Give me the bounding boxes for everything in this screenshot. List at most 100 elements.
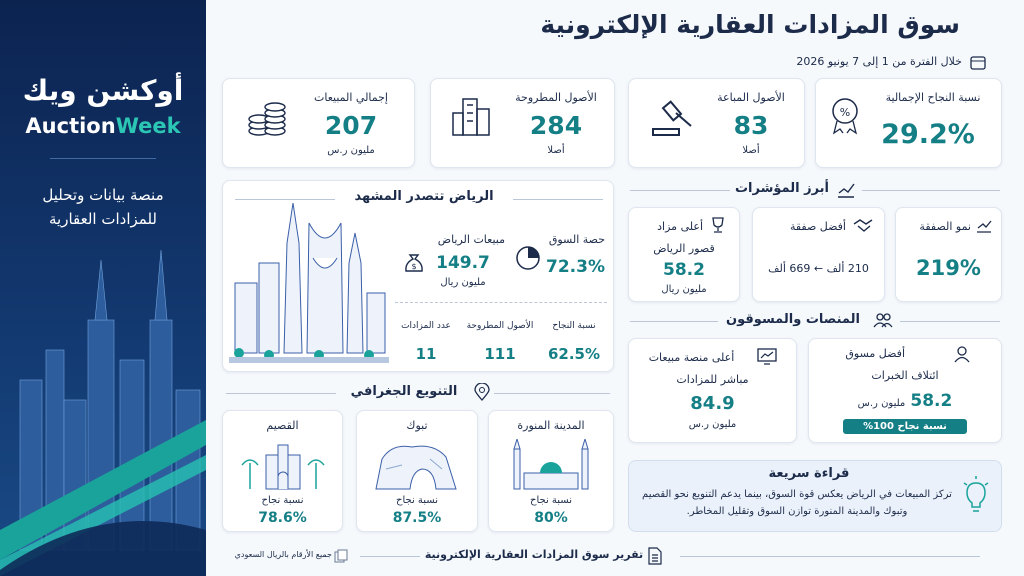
kpi-card: إجمالي المبيعات 207 مليون ر.س <box>222 78 415 168</box>
region-name: القصيم <box>266 419 299 432</box>
footer-note: جميع الأرقام بالريال السعودي <box>234 550 332 559</box>
region-label: نسبة نجاح <box>529 495 572 506</box>
stat-value: 11 <box>415 345 437 363</box>
rule <box>360 556 420 557</box>
building-icon <box>452 98 490 136</box>
card-value: 210 ألف ← 669 ألف <box>768 262 869 275</box>
quick-read-title: قراءة سريعة <box>768 466 850 481</box>
card-label: أفضل صفقة <box>789 220 846 233</box>
platform-card: أعلى منصة مبيعات مباشر للمزادات 84.9 ملي… <box>628 338 797 443</box>
footer-report: تقرير سوق المزادات العقارية الإلكترونية <box>424 548 644 561</box>
growth-icon <box>977 220 992 233</box>
chart-icon <box>838 183 855 198</box>
kpi-label: إجمالي المبيعات <box>313 91 388 104</box>
rule <box>630 190 730 191</box>
gavel-icon <box>652 100 692 136</box>
logo-english: AuctionWeek <box>0 114 206 138</box>
region-illustration <box>513 439 589 490</box>
kpi-card: الأصول المطروحة 284 أصلا <box>430 78 615 168</box>
card-label: أعلى منصة مبيعات <box>648 351 735 364</box>
divider <box>50 158 156 159</box>
card-unit: مليون ر.س <box>688 419 737 430</box>
region-card: تبوك نسبة نجاح 87.5% <box>356 410 478 532</box>
rule <box>235 199 335 200</box>
stack-icon <box>334 549 348 563</box>
card-label: أفضل مسوق <box>845 347 905 360</box>
card-unit: مليون ر.س <box>857 398 906 409</box>
pin-icon <box>474 383 490 401</box>
title: سوق المزادات العقارية الإلكترونية <box>540 10 960 39</box>
kpi-unit: أصلا <box>742 145 760 156</box>
stat-label: الأصول المطروحة <box>466 321 534 331</box>
kpi-value: 83 <box>733 111 769 140</box>
kpi-value: 207 <box>324 111 378 140</box>
value-line: 58.2 مليون ر.س <box>809 391 1001 411</box>
kpi-label: الأصول المباعة <box>717 91 785 104</box>
stat-label: حصة السوق <box>548 233 605 246</box>
region-name: المدينة المنورة <box>517 419 585 432</box>
rule <box>900 321 1000 322</box>
kpi-card: الأصول المباعة 83 أصلا <box>628 78 805 168</box>
indicator-card: أعلى مزاد قصور الرياض 58.2 مليون ريال <box>628 207 740 302</box>
stat-unit: مليون ريال <box>440 277 486 288</box>
card-value: 84.9 <box>690 393 735 414</box>
card-value: 219% <box>916 256 981 280</box>
stat-label: نسبة النجاح <box>552 321 596 331</box>
rule <box>226 393 336 394</box>
logo-arabic: أوكشن ويك <box>22 74 184 107</box>
rule <box>630 321 718 322</box>
card-value: 58.2 <box>910 391 953 411</box>
stat-label: عدد المزادات <box>401 321 451 331</box>
pie-icon <box>516 246 540 270</box>
card-unit: مليون ريال <box>661 284 707 295</box>
kpi-label: نسبة النجاح الإجمالية <box>885 91 981 104</box>
logo-word: Auction <box>25 114 116 138</box>
region-name: تبوك <box>406 419 428 432</box>
region-label: نسبة نجاح <box>395 495 438 506</box>
card-name: مباشر للمزادات <box>676 373 749 386</box>
bulb-icon <box>963 476 989 512</box>
rule <box>862 190 1000 191</box>
kpi-unit: أصلا <box>547 145 565 156</box>
stat-value: 111 <box>484 345 516 363</box>
user-icon <box>954 346 970 363</box>
quick-read-text: تركز المبيعات في الرياض يعكس قوة السوق، … <box>642 489 952 517</box>
stat-value: 72.3% <box>546 257 605 277</box>
region-card: المدينة المنورة نسبة نجاح 80% <box>488 410 614 532</box>
period: خلال الفترة من 1 إلى 7 يونيو 2026 <box>796 55 962 68</box>
region-card: القصيم نسبة نجاح 78.6% <box>222 410 343 532</box>
region-illustration <box>375 445 457 490</box>
platform-card: أفضل مسوق ائتلاف الخبرات 58.2 مليون ر.س … <box>808 338 1002 443</box>
svg-text:$: $ <box>411 262 416 271</box>
rule <box>494 393 610 394</box>
calendar-icon <box>970 56 986 70</box>
logo-word: Week <box>115 114 181 138</box>
card-label: أعلى مزاد <box>657 220 703 233</box>
kpi-label: الأصول المطروحة <box>515 91 597 104</box>
region-value: 78.6% <box>258 510 307 526</box>
card-name: ائتلاف الخبرات <box>871 369 939 382</box>
kpi-unit: مليون ر.س <box>327 145 375 156</box>
quick-read: قراءة سريعة تركز المبيعات في الرياض يعكس… <box>628 460 1002 532</box>
indicator-card: نمو الصفقة 219% <box>895 207 1002 302</box>
card-value: 58.2 <box>663 260 705 280</box>
region-value: 87.5% <box>392 510 442 526</box>
tagline: منصة بيانات وتحليل <box>42 186 164 204</box>
section-title: أبرز المؤشرات <box>734 181 830 196</box>
riyadh-panel: الرياض تتصدر المشهد حصة السوق 72.3% مبيع… <box>222 180 614 372</box>
tagline: للمزادات العقارية <box>49 210 157 228</box>
handshake-icon <box>853 219 873 232</box>
kpi-value: 29.2% <box>881 119 975 150</box>
document-icon <box>648 547 662 565</box>
medal-icon: % <box>832 98 858 135</box>
stat-value: 62.5% <box>547 345 601 363</box>
monitor-icon <box>757 348 777 365</box>
skyline <box>0 249 206 576</box>
stat-label: مبيعات الرياض <box>437 233 505 246</box>
svg-text:%: % <box>840 106 850 119</box>
coins-icon <box>248 102 286 136</box>
section-title: المنصات والمسوقون <box>726 312 860 327</box>
kpi-value: 284 <box>529 111 583 140</box>
card-label: نمو الصفقة <box>919 220 971 233</box>
